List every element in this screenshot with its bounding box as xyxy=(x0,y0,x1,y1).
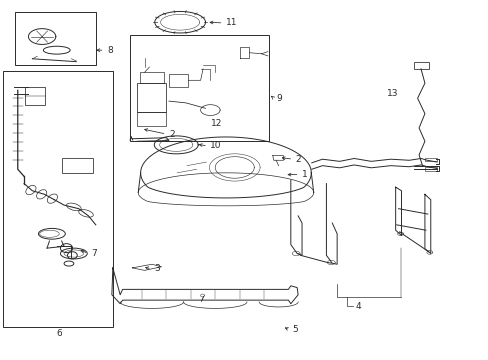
Text: 4: 4 xyxy=(355,302,361,311)
Bar xyxy=(137,83,166,112)
Text: 12: 12 xyxy=(211,119,222,128)
Bar xyxy=(140,72,163,83)
Text: 11: 11 xyxy=(225,18,237,27)
Text: 1: 1 xyxy=(302,170,307,179)
Bar xyxy=(130,35,268,140)
Bar xyxy=(168,74,188,87)
Bar xyxy=(25,87,44,105)
Text: 7: 7 xyxy=(91,249,97,258)
Bar xyxy=(3,71,113,327)
Bar xyxy=(424,158,436,161)
Text: 5: 5 xyxy=(292,325,297,334)
Text: 6: 6 xyxy=(57,329,62,338)
Text: 2: 2 xyxy=(168,130,174,139)
Bar xyxy=(61,158,93,173)
Bar xyxy=(15,12,96,65)
Text: 2: 2 xyxy=(295,155,301,164)
Bar xyxy=(424,167,436,171)
Text: 13: 13 xyxy=(386,89,398,98)
Bar xyxy=(413,62,428,69)
Text: 9: 9 xyxy=(276,94,282,103)
Text: 10: 10 xyxy=(210,141,222,150)
Text: 8: 8 xyxy=(107,46,113,55)
Text: 3: 3 xyxy=(154,265,160,274)
Bar xyxy=(137,112,166,126)
